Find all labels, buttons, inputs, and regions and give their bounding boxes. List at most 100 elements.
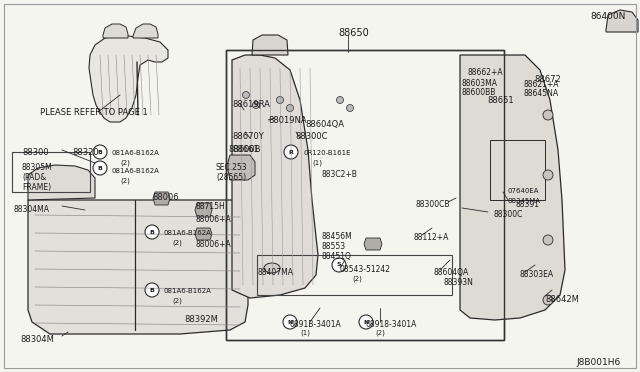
Circle shape [332,258,346,272]
Text: 88670Y: 88670Y [232,132,264,141]
Text: 88619RA: 88619RA [232,100,270,109]
Polygon shape [28,200,248,334]
Text: 88621+A: 88621+A [524,80,559,89]
Circle shape [346,105,353,112]
Polygon shape [195,228,212,240]
Text: 88661: 88661 [232,145,259,154]
Text: R: R [289,150,293,154]
Text: (28565): (28565) [216,173,246,182]
Text: 88006+A: 88006+A [196,240,232,249]
Text: (2): (2) [120,160,130,167]
Text: 88303EA: 88303EA [520,270,554,279]
Bar [12,152,90,192]
Text: 88651: 88651 [487,96,514,105]
Circle shape [284,145,298,159]
Text: (PAD&: (PAD& [22,173,46,182]
Text: 081A6-B162A: 081A6-B162A [164,288,212,294]
Text: (1): (1) [300,330,310,337]
Bar [257,255,452,295]
Circle shape [337,96,344,103]
Polygon shape [606,10,638,32]
Text: (2): (2) [120,178,130,185]
Text: SEC.253: SEC.253 [216,163,248,172]
Polygon shape [195,203,212,217]
Text: 0R120-B161E: 0R120-B161E [304,150,351,156]
Text: 88407MA: 88407MA [258,268,294,277]
Polygon shape [133,24,158,38]
Circle shape [359,315,373,329]
Polygon shape [228,155,255,180]
Text: (2): (2) [375,330,385,337]
Text: N: N [287,320,292,324]
Text: 88650: 88650 [338,28,369,38]
Text: 88393N: 88393N [443,278,473,287]
Text: 883C2+B: 883C2+B [322,170,358,179]
Polygon shape [89,35,168,122]
Text: 88112+A: 88112+A [413,233,449,242]
Text: (2): (2) [172,298,182,305]
Text: 88019NA: 88019NA [268,116,307,125]
Circle shape [543,110,553,120]
Text: N: N [364,320,369,324]
Text: 88553: 88553 [322,242,346,251]
Text: 88662+A: 88662+A [468,68,504,77]
Circle shape [93,161,107,175]
Text: 88006+A: 88006+A [196,215,232,224]
Circle shape [243,92,250,99]
Text: 88604QA: 88604QA [434,268,469,277]
Polygon shape [364,238,382,250]
Text: 88672: 88672 [534,75,561,84]
Text: 08918-3401A: 08918-3401A [365,320,417,329]
Polygon shape [103,24,128,38]
Circle shape [93,145,107,159]
Text: 07640EA: 07640EA [507,188,538,194]
Text: PLEASE REFER TO PAGE 1: PLEASE REFER TO PAGE 1 [40,108,148,117]
Text: 88391: 88391 [516,200,540,209]
Text: J8B001H6: J8B001H6 [576,358,620,367]
Text: 86400N: 86400N [590,12,625,21]
Text: 88451Q: 88451Q [322,252,352,261]
Text: 88320: 88320 [72,148,99,157]
Polygon shape [153,192,170,205]
Text: 88604QA: 88604QA [305,120,344,129]
Bar [226,50,504,340]
Text: 88305M: 88305M [22,163,52,172]
Polygon shape [232,55,318,298]
Text: (2): (2) [172,240,182,247]
Text: 081A6-B162A: 081A6-B162A [164,230,212,236]
Bar [490,140,545,200]
Text: S: S [337,263,341,267]
Text: 88006: 88006 [152,193,179,202]
Text: 88304M: 88304M [20,335,54,344]
Text: B: B [150,288,154,292]
Text: 88392M: 88392M [184,315,218,324]
Text: 88300C: 88300C [494,210,524,219]
Text: 88304MA: 88304MA [14,205,50,214]
Text: B: B [150,230,154,234]
Text: (1): (1) [312,160,322,167]
Circle shape [283,315,297,329]
Text: 88715H: 88715H [196,202,226,211]
Circle shape [543,235,553,245]
Text: B: B [97,150,102,154]
Text: 081A6-B162A: 081A6-B162A [112,150,160,156]
Polygon shape [252,35,288,55]
Circle shape [145,283,159,297]
Ellipse shape [264,263,280,273]
Text: (2): (2) [352,275,362,282]
Bar [226,50,504,340]
Polygon shape [460,55,565,320]
Text: 88603MA: 88603MA [462,79,498,88]
Circle shape [253,102,259,109]
Text: 081A6-B162A: 081A6-B162A [112,168,160,174]
Text: FRAME): FRAME) [22,183,51,192]
Circle shape [543,170,553,180]
Text: 88600BB: 88600BB [462,88,497,97]
Text: 88642M: 88642M [545,295,579,304]
Text: 88456M: 88456M [322,232,353,241]
Text: B: B [97,166,102,170]
Text: 0891B-3401A: 0891B-3401A [290,320,342,329]
Text: 08543-51242: 08543-51242 [340,265,391,274]
Circle shape [145,225,159,239]
Circle shape [276,96,284,103]
